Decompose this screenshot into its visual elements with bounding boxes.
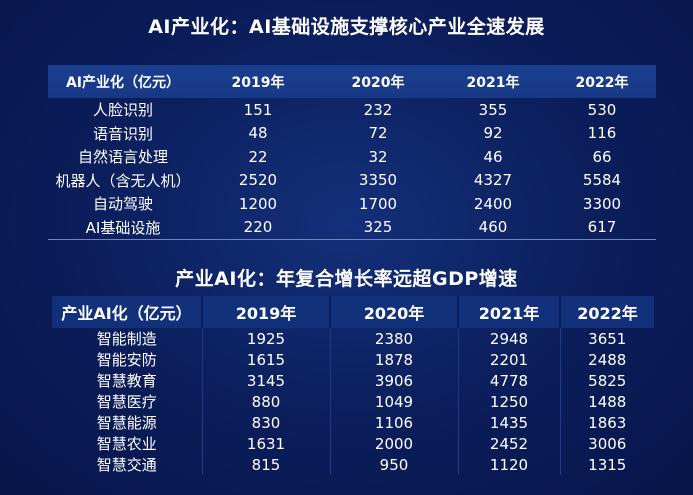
table-row: 智慧能源 830 1106 1435 1863 [52, 412, 654, 433]
table-cell: 2948 [458, 328, 561, 349]
table-cell: 2380 [330, 328, 459, 349]
table-cell: 1925 [202, 328, 331, 349]
table-cell: 48 [248, 124, 268, 143]
table-row: AI基础设施 220 325 460 617 [48, 215, 656, 240]
column-header: 2021年 [466, 74, 520, 91]
table-cell: 1250 [458, 391, 561, 412]
table-cell: 1049 [330, 391, 459, 412]
table-cell: 2520 [238, 171, 278, 190]
table-row: 智慧农业 1631 2000 2452 3006 [52, 433, 654, 454]
table-row: 自动驾驶 1200 1700 2400 3300 [48, 192, 656, 216]
table-cell: 2488 [588, 350, 627, 369]
table-cell: 1200 [238, 194, 278, 213]
row-label: 智慧能源 [52, 412, 203, 433]
table-cell: 232 [363, 100, 393, 119]
column-header: 产业AI化（亿元） [52, 296, 203, 328]
row-label: 智能安防 [52, 349, 203, 370]
table-cell: 220 [198, 215, 318, 240]
table-cell: 5825 [588, 371, 627, 390]
table-cell: 1700 [358, 194, 398, 213]
table-cell: 3006 [588, 434, 627, 453]
column-header: 2021年 [458, 296, 561, 328]
table-header-row: AI产业化（亿元） 2019年 2020年 2021年 2022年 [48, 65, 656, 98]
column-header: 2022年 [560, 296, 654, 328]
row-label: 人脸识别 [92, 101, 153, 120]
table-cell: 1435 [458, 412, 561, 433]
table-cell: 72 [368, 124, 388, 143]
table-cell: 2452 [458, 433, 561, 454]
table-cell: 1106 [330, 412, 459, 433]
table-cell: 1120 [458, 454, 561, 475]
table-row: 自然语言处理 22 32 46 66 [48, 145, 656, 169]
table-cell: 3350 [358, 171, 398, 190]
table-cell: 617 [548, 215, 656, 240]
table-cell: 1315 [588, 455, 627, 474]
table-row: 智能制造 1925 2380 2948 3651 [52, 328, 654, 349]
row-label: 智慧交通 [52, 454, 203, 475]
table-cell: 3651 [588, 329, 627, 348]
table-cell: 530 [587, 100, 617, 119]
row-label: 智慧医疗 [52, 391, 203, 412]
table-cell: 2201 [458, 349, 561, 370]
table-cell: 66 [592, 147, 612, 166]
table-row: 机器人（含无人机） 2520 3350 4327 5584 [48, 169, 656, 193]
column-header: 2020年 [351, 74, 405, 91]
column-header: 2019年 [202, 296, 331, 328]
table-cell: 3906 [330, 370, 459, 391]
table-cell: 46 [483, 147, 503, 166]
table-cell: 151 [243, 100, 273, 119]
table-cell: 1488 [588, 392, 627, 411]
table-cell: 1878 [330, 349, 459, 370]
table-row: 智慧医疗 880 1049 1250 1488 [52, 391, 654, 412]
table-row: 智慧教育 3145 3906 4778 5825 [52, 370, 654, 391]
row-label: 智能制造 [52, 328, 203, 349]
row-label: 语音识别 [92, 124, 153, 143]
column-header: AI产业化（亿元） [65, 74, 181, 91]
table-row: 智能安防 1615 1878 2201 2488 [52, 349, 654, 370]
table-cell: 3145 [202, 370, 331, 391]
table-cell: 116 [587, 124, 617, 143]
table-cell: 880 [202, 391, 331, 412]
table-cell: 325 [318, 215, 438, 240]
table-cell: 4327 [473, 171, 513, 190]
table-cell: 830 [202, 412, 331, 433]
column-header: 2019年 [231, 74, 285, 91]
row-label: AI基础设施 [48, 215, 198, 240]
table-cell: 4778 [458, 370, 561, 391]
table-cell: 950 [330, 454, 459, 475]
table-cell: 1631 [202, 433, 331, 454]
table-cell: 92 [483, 124, 503, 143]
table-cell: 2000 [330, 433, 459, 454]
row-label: 智慧教育 [52, 370, 203, 391]
table-cell: 355 [478, 100, 508, 119]
column-header: 2020年 [330, 296, 459, 328]
table-cell: 1863 [588, 413, 627, 432]
table-cell: 3300 [582, 194, 622, 213]
table-cell: 815 [202, 454, 331, 475]
table-row: 智慧交通 815 950 1120 1315 [52, 454, 654, 475]
table-header-row: 产业AI化（亿元） 2019年 2020年 2021年 2022年 [52, 296, 654, 328]
table-row: 语音识别 48 72 92 116 [48, 122, 656, 146]
row-label: 自然语言处理 [77, 148, 168, 167]
column-header: 2022年 [575, 74, 629, 91]
table-cell: 2400 [473, 194, 513, 213]
industry-ai-table: 产业AI化（亿元） 2019年 2020年 2021年 2022年 智能制造 1… [52, 296, 654, 475]
table-cell: 1615 [202, 349, 331, 370]
table-row: 人脸识别 151 232 355 530 [48, 98, 656, 122]
table-cell: 32 [368, 147, 388, 166]
table-cell: 22 [248, 147, 268, 166]
section2-title: 产业AI化：年复合增长率远超GDP增速 [175, 268, 518, 290]
section1-title: AI产业化：AI基础设施支撑核心产业全速发展 [148, 16, 545, 38]
table-cell: 460 [438, 215, 548, 240]
ai-industrialization-table: AI产业化（亿元） 2019年 2020年 2021年 2022年 人脸识别 1… [48, 65, 656, 240]
row-label: 机器人（含无人机） [55, 171, 191, 190]
row-label: 智慧农业 [52, 433, 203, 454]
table-cell: 5584 [582, 171, 622, 190]
row-label: 自动驾驶 [92, 195, 153, 214]
